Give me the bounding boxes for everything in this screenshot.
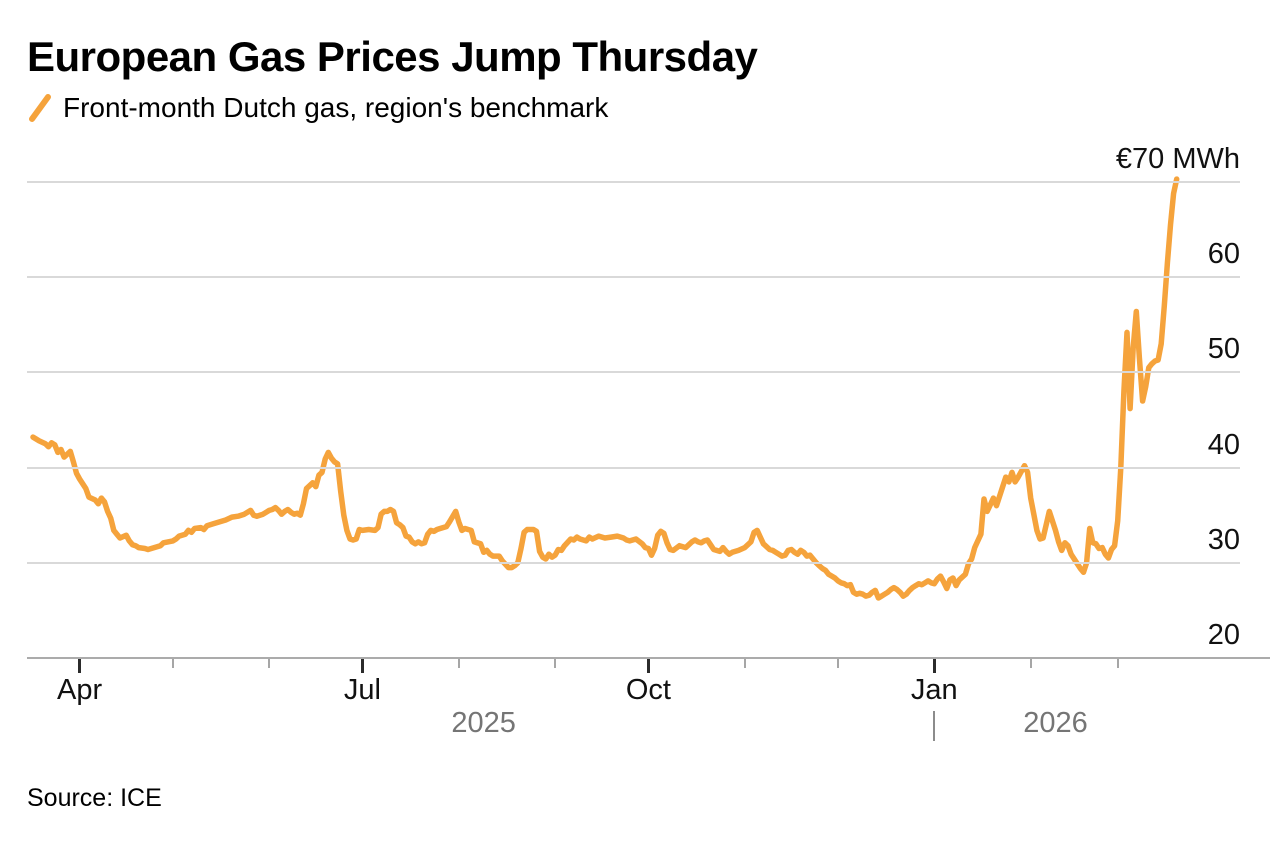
x-axis-tick-label: Oct [625,674,671,706]
x-axis-tick [78,659,82,673]
x-axis-tick-label: Jul [343,674,381,706]
gridline [27,371,1240,374]
x-axis-minor-tick [457,659,460,668]
gridline [27,181,1240,183]
y-axis-unit-label: €70 MWh [1115,143,1240,175]
x-axis-minor-tick [171,659,174,668]
gridline [27,276,1240,279]
legend-label: Front-month Dutch gas, region's benchmar… [63,92,609,123]
gridline [27,466,1240,469]
y-axis-tick-label: 40 [1207,428,1240,461]
x-axis-minor-tick [554,659,557,668]
x-axis-tick [646,659,650,673]
x-axis-minor-tick [743,659,746,668]
year-separator [933,711,936,741]
x-axis-minor-tick [836,659,839,668]
y-axis-tick-label: 20 [1207,619,1240,651]
x-axis-minor-tick [1116,659,1119,668]
year-label: 2026 [1023,707,1088,739]
y-axis-tick-label: 50 [1207,333,1240,366]
x-axis-minor-tick [1029,659,1032,668]
x-axis-tick [360,659,364,673]
source-note: Source: ICE [27,784,162,812]
legend: Front-month Dutch gas, region's benchmar… [27,92,608,124]
year-label: 2025 [451,707,516,739]
y-axis-tick-label: 60 [1207,238,1240,271]
series-line [30,176,1180,601]
chart-title: European Gas Prices Jump Thursday [27,33,758,80]
x-axis-minor-tick [268,659,271,668]
x-axis-tick-label: Jan [910,674,958,706]
x-axis-line [27,657,1270,659]
gridline [27,561,1240,564]
series-swatch-icon [29,94,51,122]
x-axis-tick-label: Apr [57,674,103,706]
x-axis-tick [932,659,936,673]
y-axis-tick-label: 30 [1207,523,1240,556]
